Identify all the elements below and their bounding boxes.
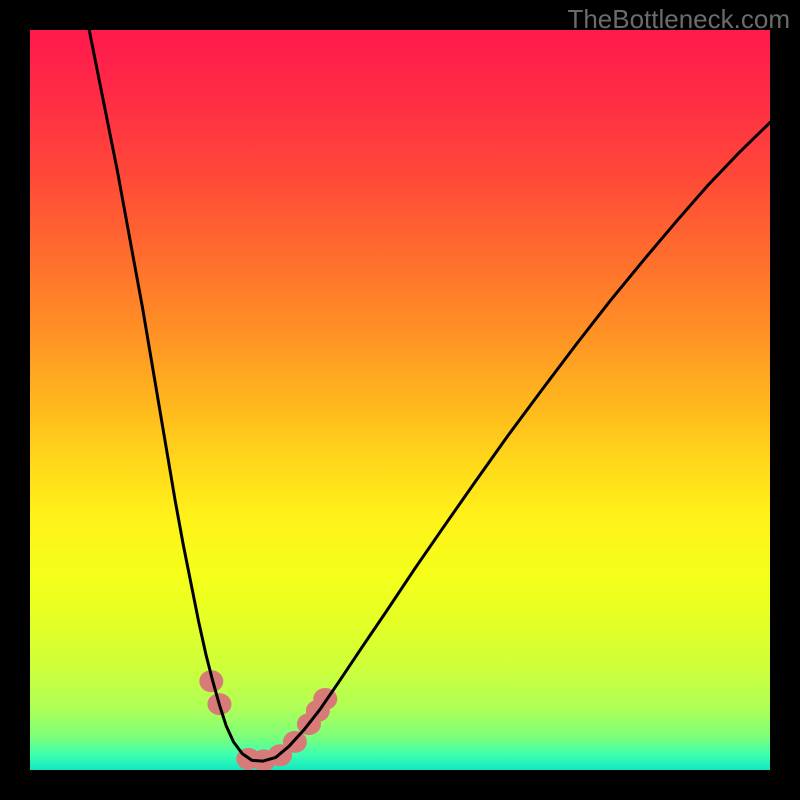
watermark-text: TheBottleneck.com: [567, 4, 790, 35]
chart-canvas: TheBottleneck.com: [0, 0, 800, 800]
gradient-background: [30, 30, 770, 770]
plot-svg: [30, 30, 770, 770]
